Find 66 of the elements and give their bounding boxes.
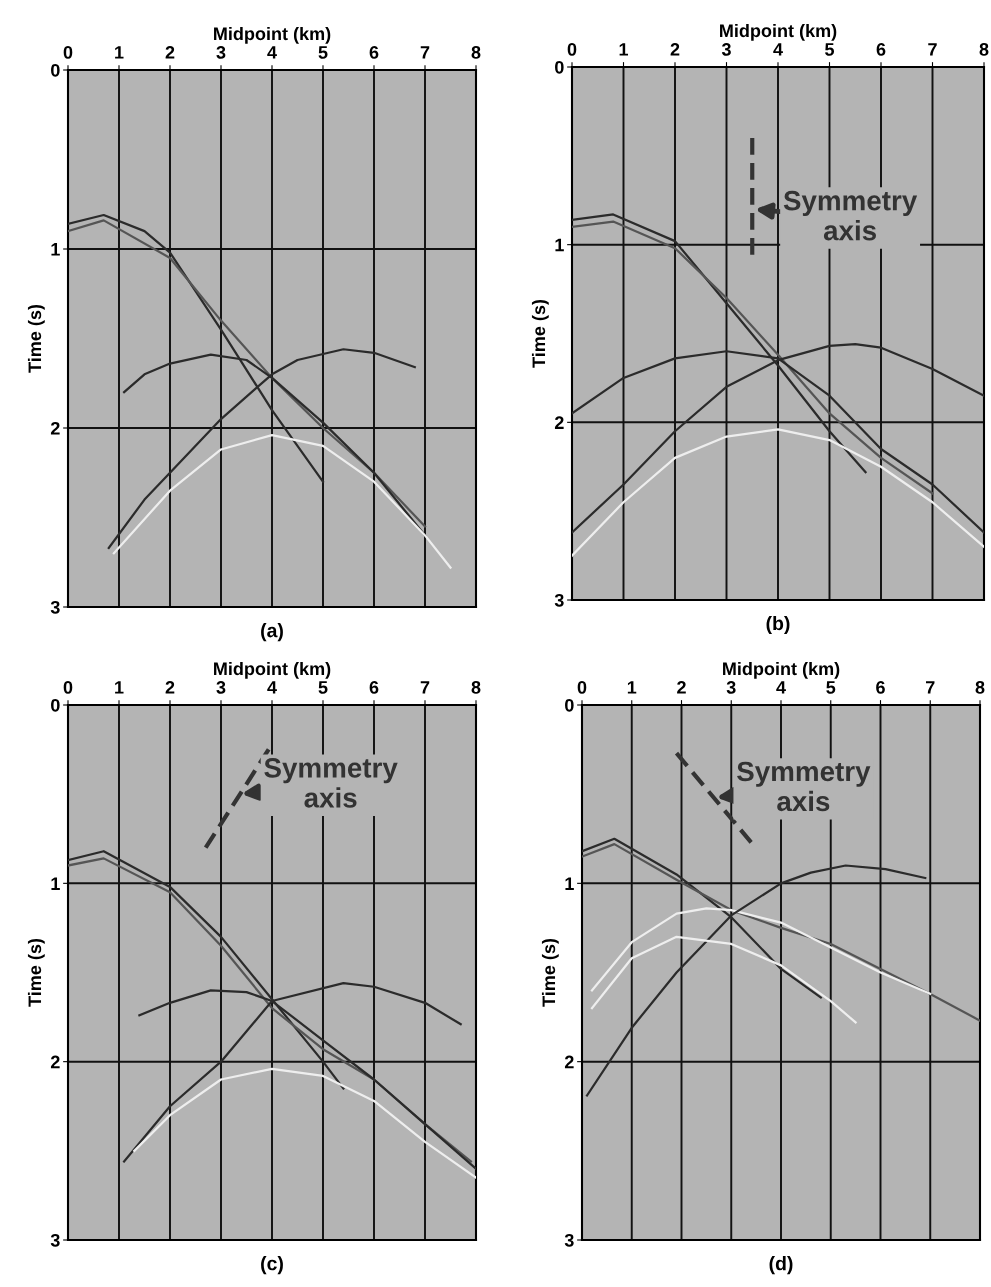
x-tick-label: 4 bbox=[776, 681, 786, 694]
x-tick-label: 8 bbox=[471, 46, 481, 59]
x-tick-label: 2 bbox=[670, 43, 680, 56]
x-tick-label: 0 bbox=[63, 46, 73, 59]
x-tick-label: 7 bbox=[926, 681, 935, 694]
x-tick-label: 2 bbox=[677, 681, 686, 694]
x-tick-label: 3 bbox=[216, 46, 226, 59]
x-tick-label: 4 bbox=[267, 681, 277, 694]
x-tick-label: 6 bbox=[876, 43, 886, 56]
x-tick-label: 1 bbox=[619, 43, 629, 56]
text: (d) bbox=[769, 1256, 793, 1275]
x-tick-label: 3 bbox=[721, 43, 731, 56]
y-axis-title: Time (s) bbox=[27, 938, 45, 1007]
x-tick-label: 2 bbox=[165, 681, 175, 694]
x-tick-label: 5 bbox=[318, 681, 328, 694]
x-tick-label: 5 bbox=[318, 46, 328, 59]
x-tick-label: 8 bbox=[471, 681, 481, 694]
x-tick-label: 3 bbox=[216, 681, 226, 694]
y-axis-title: Time (s) bbox=[27, 304, 45, 373]
x-tick-label: 3 bbox=[726, 681, 736, 694]
x-tick-label: 4 bbox=[773, 43, 783, 56]
text: (a) bbox=[261, 623, 283, 642]
x-axis-title: Midpoint (km) bbox=[214, 26, 331, 44]
y-tick-label: 0 bbox=[51, 698, 60, 712]
x-tick-label: 5 bbox=[826, 681, 836, 694]
y-tick-label: 2 bbox=[50, 421, 60, 435]
y-tick-label: 0 bbox=[565, 698, 574, 712]
y-tick-label: 1 bbox=[555, 238, 564, 252]
y-axis-title: Time (s) bbox=[541, 938, 559, 1007]
x-tick-label: 6 bbox=[369, 46, 379, 59]
x-axis-title: Midpoint (km) bbox=[214, 661, 331, 679]
y-tick-label: 2 bbox=[554, 416, 564, 429]
x-tick-label: 0 bbox=[63, 681, 73, 694]
y-tick-label: 1 bbox=[51, 877, 60, 890]
x-tick-label: 6 bbox=[369, 681, 379, 694]
x-tick-label: 8 bbox=[975, 681, 985, 694]
y-tick-label: 3 bbox=[50, 1233, 60, 1247]
y-tick-label: 3 bbox=[554, 593, 564, 607]
x-tick-label: 1 bbox=[115, 46, 124, 59]
x-tick-label: 1 bbox=[627, 681, 637, 694]
x-tick-label: 1 bbox=[115, 681, 124, 694]
text: (c) bbox=[261, 1256, 283, 1275]
x-tick-label: 2 bbox=[165, 46, 175, 59]
y-tick-label: 1 bbox=[565, 877, 574, 890]
y-tick-label: 1 bbox=[51, 243, 60, 256]
y-tick-label: 2 bbox=[50, 1055, 60, 1069]
y-tick-label: 0 bbox=[51, 63, 60, 77]
annotation: Symmetry axis bbox=[737, 761, 871, 812]
y-axis-title: Time (s) bbox=[531, 299, 549, 368]
x-tick-label: 7 bbox=[420, 681, 430, 694]
x-tick-label: 6 bbox=[876, 681, 885, 694]
x-tick-label: 7 bbox=[928, 43, 937, 56]
x-tick-label: 7 bbox=[420, 46, 430, 59]
x-axis-title: Midpoint (km) bbox=[720, 23, 837, 41]
x-axis-title: Midpoint (km) bbox=[723, 661, 840, 679]
y-tick-label: 0 bbox=[555, 60, 564, 74]
y-tick-label: 2 bbox=[564, 1055, 574, 1069]
annotation: Symmetry axis bbox=[264, 758, 398, 808]
x-tick-label: 0 bbox=[577, 681, 587, 694]
text: (b) bbox=[766, 615, 790, 635]
x-tick-label: 4 bbox=[267, 46, 277, 59]
y-tick-label: 3 bbox=[50, 600, 60, 614]
x-tick-label: 8 bbox=[979, 43, 989, 56]
annotation: Symmetry axis bbox=[783, 190, 918, 241]
x-tick-label: 5 bbox=[825, 43, 835, 56]
y-tick-label: 3 bbox=[564, 1233, 574, 1247]
